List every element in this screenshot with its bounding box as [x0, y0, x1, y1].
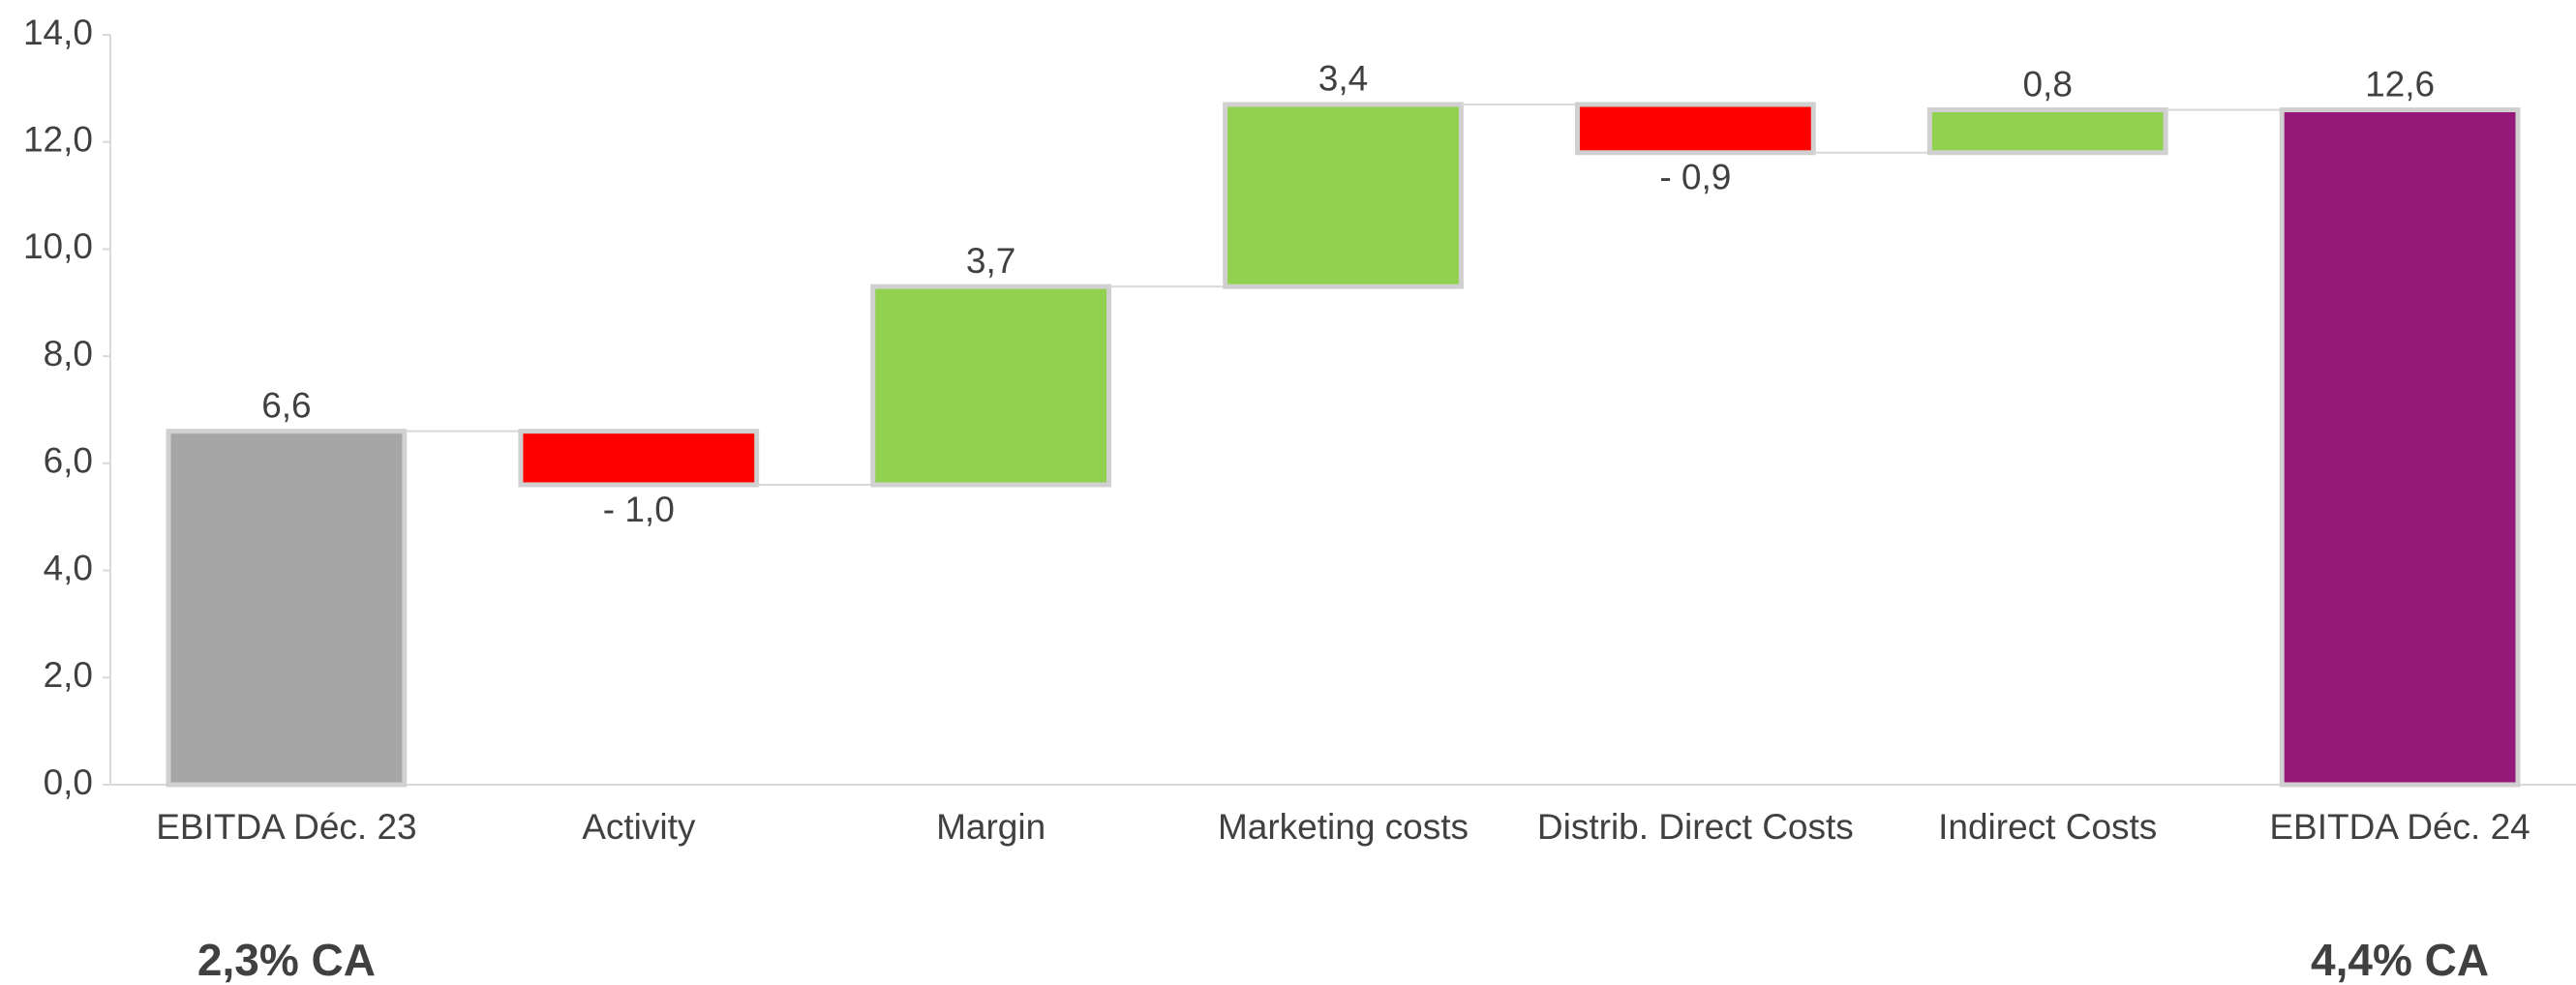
annotation: 2,3% CA [197, 935, 376, 985]
bar [518, 429, 760, 488]
y-tick-label: 4,0 [44, 548, 93, 587]
data-label: 6,6 [261, 385, 311, 425]
bar [1223, 102, 1464, 289]
data-label: - 0,9 [1659, 158, 1731, 197]
y-tick-label: 2,0 [44, 655, 93, 695]
y-tick-label: 12,0 [23, 119, 93, 159]
data-label: 3,4 [1318, 59, 1368, 99]
bar [870, 284, 1112, 488]
annotation: 4,4% CA [2311, 935, 2489, 985]
y-tick-label: 6,0 [44, 441, 93, 481]
y-tick-label: 0,0 [44, 762, 93, 802]
data-label: 12,6 [2365, 64, 2435, 104]
x-tick-label: Indirect Costs [1938, 807, 2157, 847]
x-tick-label: Margin [936, 807, 1046, 847]
x-tick-label: EBITDA Déc. 24 [2269, 807, 2530, 847]
data-label: 3,7 [966, 241, 1015, 281]
bar [1574, 102, 1816, 156]
x-tick-label: Distrib. Direct Costs [1537, 807, 1854, 847]
y-tick-label: 8,0 [44, 334, 93, 373]
y-tick-label: 14,0 [23, 13, 93, 52]
x-tick-label: Marketing costs [1218, 807, 1469, 847]
x-tick-label: EBITDA Déc. 23 [156, 807, 416, 847]
data-label: - 1,0 [603, 490, 675, 529]
bar [1926, 107, 2168, 156]
x-tick-label: Activity [582, 807, 696, 847]
y-tick-label: 10,0 [23, 226, 93, 266]
data-label: 0,8 [2022, 64, 2072, 104]
bar [2279, 107, 2521, 788]
bar [166, 429, 408, 788]
